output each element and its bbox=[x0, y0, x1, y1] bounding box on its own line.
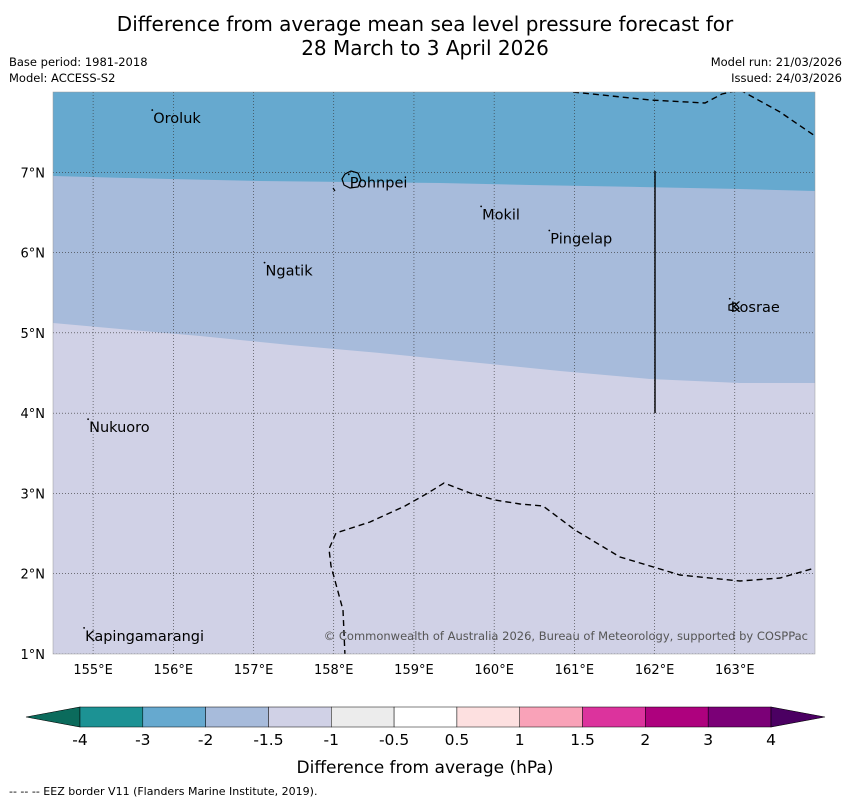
colorbar-swatch bbox=[582, 706, 646, 728]
band-upper bbox=[53, 92, 815, 191]
lon-tick-label: 160°E bbox=[474, 663, 514, 678]
eez-border-north bbox=[572, 92, 815, 137]
island-outlines bbox=[332, 170, 740, 312]
meta-left: Base period: 1981-2018 Model: ACCESS-S2 bbox=[9, 54, 148, 86]
colorbar-tick-label: -1 bbox=[324, 731, 339, 749]
place-label: Ngatik bbox=[266, 264, 314, 280]
colorbar-over-arrow bbox=[770, 706, 826, 728]
colorbar-swatch bbox=[393, 706, 458, 728]
place-marker bbox=[728, 297, 731, 300]
place-labels: Oroluk Pohnpei Mokil Pingelap Ngatik Kosrae Nu… bbox=[83, 109, 780, 645]
place-label: Oroluk bbox=[153, 111, 201, 127]
colorbar: -4 -3 -2 -1.5 -1 -0.5 0.5 1 1.5 2 3 4 bbox=[25, 706, 826, 749]
lon-tick-label: 161°E bbox=[555, 663, 595, 678]
pohnpei-reef-mark bbox=[332, 187, 336, 192]
lat-tick-label: 1°N bbox=[21, 648, 46, 663]
colorbar-swatch bbox=[456, 706, 520, 728]
colorbar-tick-label: 0.5 bbox=[445, 731, 470, 749]
chart-title: Difference from average mean sea level p… bbox=[0, 12, 850, 60]
lat-tick-label: 5°N bbox=[21, 327, 46, 342]
place-marker bbox=[83, 627, 85, 629]
title-line-2: 28 March to 3 April 2026 bbox=[301, 36, 549, 60]
place-marker bbox=[151, 109, 154, 111]
lon-tick-label: 155°E bbox=[73, 663, 113, 678]
model-run: Model run: 21/03/2026 bbox=[710, 55, 842, 69]
lon-tick-label: 158°E bbox=[314, 663, 354, 678]
lat-tick-label: 7°N bbox=[21, 166, 46, 181]
axis-labels: 155°E 156°E 157°E 158°E 159°E 160°E 161°E 162°E… bbox=[21, 166, 755, 678]
graticule bbox=[53, 92, 815, 654]
place-label: Kapingamarangi bbox=[85, 629, 204, 645]
colorbar-tick-label: 2 bbox=[640, 731, 650, 749]
colorbar-swatch bbox=[268, 706, 332, 728]
place-marker bbox=[548, 229, 551, 232]
lon-tick-label: 157°E bbox=[234, 663, 274, 678]
lon-tick-label: 163°E bbox=[715, 663, 755, 678]
place-label: Pohnpei bbox=[350, 175, 408, 191]
colorbar-swatch bbox=[331, 706, 395, 728]
colorbar-tick-label: -2 bbox=[198, 731, 213, 749]
map-area: Oroluk Pohnpei Mokil Pingelap Ngatik Kosrae Nu… bbox=[53, 92, 815, 654]
colorbar-tick-label: -4 bbox=[72, 731, 87, 749]
eez-footer-note: -- -- -- EEZ border V11 (Flanders Marine… bbox=[9, 785, 318, 798]
lat-tick-label: 3°N bbox=[21, 487, 46, 502]
issued-date: Issued: 24/03/2026 bbox=[731, 71, 842, 85]
place-label: Nukuoro bbox=[89, 420, 150, 436]
map-frame bbox=[52, 91, 816, 655]
lon-tick-label: 159°E bbox=[394, 663, 434, 678]
place-label: Pingelap bbox=[550, 232, 612, 248]
lat-tick-label: 4°N bbox=[21, 407, 46, 422]
colorbar-swatch bbox=[645, 706, 709, 728]
colorbar-tick-label: -3 bbox=[135, 731, 150, 749]
base-period: Base period: 1981-2018 bbox=[9, 55, 148, 69]
place-label: Kosrae bbox=[731, 300, 780, 316]
place-marker bbox=[347, 173, 350, 176]
colorbar-tick-label: -0.5 bbox=[379, 731, 409, 749]
colorbar-swatch bbox=[79, 706, 144, 728]
colorbar-tick-label: 1.5 bbox=[570, 731, 595, 749]
pohnpei-island-shape bbox=[341, 170, 362, 189]
colorbar-swatch bbox=[519, 706, 583, 728]
colorbar-label: Difference from average (hPa) bbox=[297, 758, 554, 778]
colorbar-tick-label: -1.5 bbox=[253, 731, 283, 749]
lon-tick-label: 156°E bbox=[154, 663, 194, 678]
model-name: Model: ACCESS-S2 bbox=[9, 71, 116, 85]
colorbar-under-arrow bbox=[25, 706, 81, 728]
eez-border bbox=[328, 92, 815, 654]
place-marker bbox=[480, 205, 483, 208]
eez-border-south bbox=[328, 482, 815, 654]
title-line-1: Difference from average mean sea level p… bbox=[116, 12, 734, 36]
lat-tick-label: 2°N bbox=[21, 568, 46, 583]
copyright-notice: © Commonwealth of Australia 2026, Bureau… bbox=[324, 629, 808, 643]
colorbar-swatch bbox=[142, 706, 206, 728]
colorbar-swatch bbox=[707, 706, 772, 728]
place-marker bbox=[263, 261, 266, 264]
place-marker bbox=[87, 418, 89, 421]
meta-right: Model run: 21/03/2026 Issued: 24/03/2026 bbox=[711, 54, 842, 86]
colorbar-tick-label: 3 bbox=[703, 731, 713, 749]
lat-tick-label: 6°N bbox=[21, 247, 46, 262]
place-label: Mokil bbox=[482, 207, 520, 223]
colorbar-swatch bbox=[205, 706, 269, 728]
kosrae-island-shape bbox=[728, 302, 740, 312]
colorbar-tick-label: 1 bbox=[515, 731, 525, 749]
lon-tick-label: 162°E bbox=[635, 663, 675, 678]
colorbar-tick-label: 4 bbox=[766, 731, 776, 749]
